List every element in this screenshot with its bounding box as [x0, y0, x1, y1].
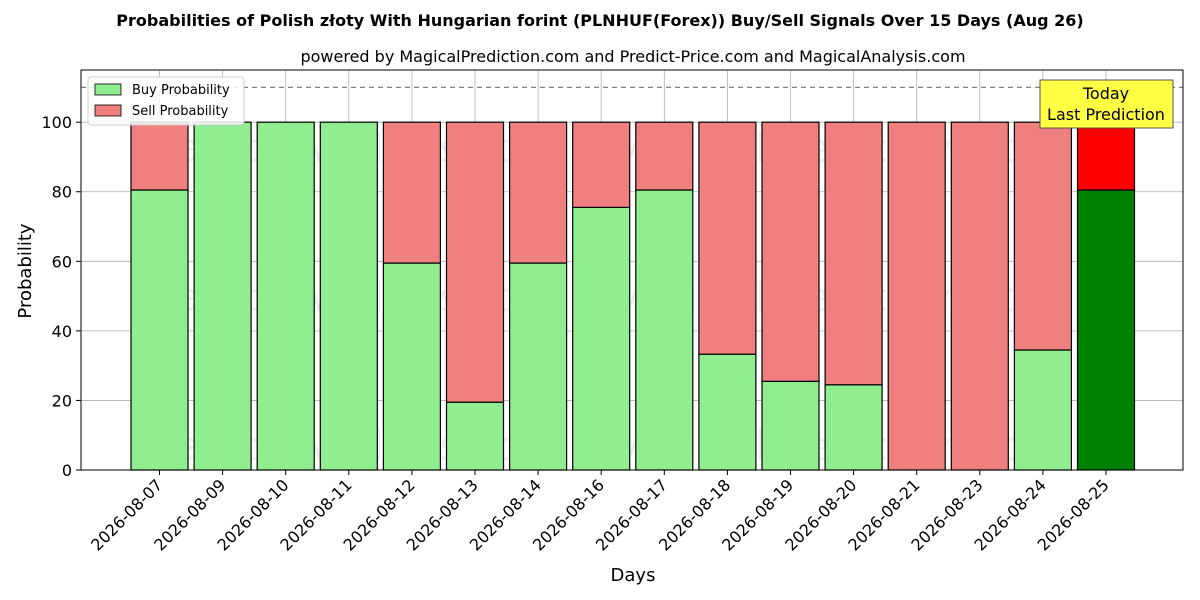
y-tick-label: 0: [62, 461, 72, 480]
bar-buy-2026-08-17: [635, 189, 694, 471]
bar-buy-2026-08-12: [382, 262, 441, 471]
y-tick-label: 80: [52, 183, 72, 202]
bar-buy-2026-08-19: [761, 380, 820, 471]
bar-sell-2026-08-07: [130, 121, 189, 191]
today-annotation: Today Last Prediction: [1039, 79, 1174, 129]
bars: [130, 121, 1136, 471]
legend-label-buy: Buy Probability: [132, 83, 230, 98]
legend-box: [87, 76, 245, 126]
plot-frame: [80, 69, 1184, 471]
y-axis: 0 20 40 60 80 100: [41, 113, 81, 480]
x-axis-label: Days: [611, 565, 656, 586]
y-tick-label: 20: [52, 391, 72, 410]
y-tick-label: 100: [41, 113, 72, 132]
bar-buy-2026-08-25: [1076, 189, 1136, 471]
bar-sell-2026-08-20: [824, 121, 883, 386]
bar-buy-2026-08-20: [824, 384, 883, 471]
y-tick-label: 60: [52, 252, 72, 271]
bar-buy-2026-08-11: [319, 121, 378, 471]
bar-sell-2026-08-23: [950, 121, 1009, 471]
annotation-box: [1039, 79, 1174, 129]
chart-title: Probabilities of Polish złoty With Hunga…: [116, 11, 1083, 30]
bar-sell-2026-08-13: [445, 121, 505, 403]
bar-sell-2026-08-21: [887, 121, 946, 471]
bar-buy-2026-08-09: [193, 121, 252, 471]
bar-buy-2026-08-14: [509, 262, 568, 471]
bar-buy-2026-08-13: [445, 401, 505, 471]
legend-swatch-buy: [94, 83, 122, 96]
annotation-line2: Last Prediction: [1047, 105, 1165, 124]
bar-buy-2026-08-24: [1013, 349, 1073, 471]
bar-buy-2026-08-18: [698, 353, 757, 471]
bar-sell-2026-08-16: [572, 121, 631, 208]
y-tick-label: 40: [52, 322, 72, 341]
bar-sell-2026-08-25: [1076, 121, 1136, 191]
annotation-line1: Today: [1082, 84, 1129, 103]
legend: Buy Probability Sell Probability: [87, 76, 245, 126]
bar-buy-2026-08-10: [256, 121, 315, 471]
bar-sell-2026-08-19: [761, 121, 820, 382]
bar-sell-2026-08-14: [509, 121, 568, 264]
bar-sell-2026-08-24: [1013, 121, 1073, 351]
bar-sell-2026-08-18: [698, 121, 757, 355]
chart-subtitle: powered by MagicalPrediction.com and Pre…: [300, 47, 965, 66]
bar-buy-2026-08-16: [572, 206, 631, 471]
x-axis: 2026-08-072026-08-092026-08-102026-08-11…: [87, 470, 1113, 555]
y-axis-label: Probability: [15, 223, 36, 318]
legend-swatch-sell: [94, 104, 122, 117]
legend-label-sell: Sell Probability: [132, 104, 229, 119]
bar-sell-2026-08-17: [635, 121, 694, 191]
bar-sell-2026-08-12: [382, 121, 441, 264]
bar-buy-2026-08-07: [130, 189, 189, 471]
